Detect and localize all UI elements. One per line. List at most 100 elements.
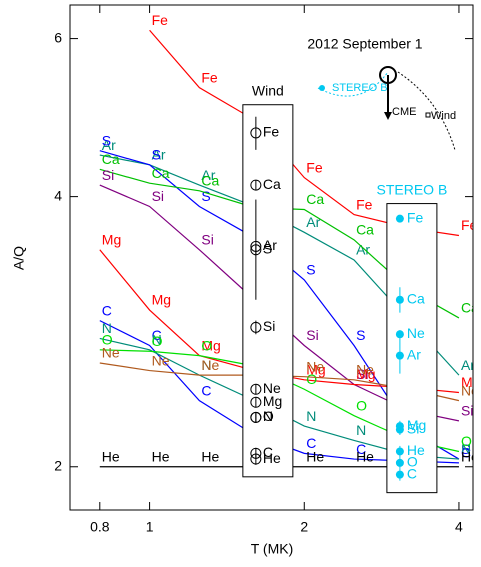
series-label: Ca <box>201 173 219 189</box>
series-label: He <box>152 448 170 464</box>
data-point <box>250 453 262 465</box>
series-label: Ca <box>102 151 120 167</box>
data-point <box>250 244 262 256</box>
y-axis-label: A/Q <box>11 246 27 270</box>
series-label: Ar <box>306 214 320 230</box>
series-label: C <box>201 382 211 398</box>
series-label: C <box>152 327 162 343</box>
data-point <box>395 330 404 339</box>
series-label: O <box>306 371 317 387</box>
series-label: S <box>152 147 161 163</box>
series-label: N <box>356 422 366 438</box>
data-point <box>395 447 404 456</box>
x-axis-label: T (MK) <box>251 541 294 557</box>
point-label: S <box>263 240 272 256</box>
series-label: O <box>201 337 212 353</box>
x-tick-label: 0.8 <box>90 519 110 535</box>
series-label: Ca <box>152 165 170 181</box>
point-label: C <box>407 465 417 481</box>
series-label: N <box>201 357 211 373</box>
series-label: Ne <box>461 382 479 398</box>
inset-cme-label: CME <box>392 106 416 118</box>
plot-frame <box>69 4 474 511</box>
y-tick-label: 6 <box>54 29 62 45</box>
series-label: Mg <box>306 361 325 377</box>
x-tick-label: 4 <box>455 519 463 535</box>
series-label: Si <box>306 327 318 343</box>
series-label: Fe <box>306 159 323 175</box>
cme-arrowhead <box>384 112 392 120</box>
data-point <box>250 179 262 191</box>
point-label: Si <box>263 318 275 334</box>
series-label: C <box>461 445 471 461</box>
series-label: Mg <box>201 337 220 353</box>
inset-title: 2012 September 1 <box>307 36 422 52</box>
obs-title: Wind <box>252 82 284 98</box>
series-label: Mg <box>356 366 375 382</box>
point-label: Ar <box>407 346 421 362</box>
point-label: Mg <box>263 393 282 409</box>
point-label: Ca <box>407 290 425 306</box>
series-label: Si <box>201 231 213 247</box>
series-label: O <box>356 397 367 413</box>
series-label: Ne <box>306 358 324 374</box>
x-tick-label: 1 <box>146 519 154 535</box>
data-point <box>395 295 404 304</box>
series-label: Ar <box>152 147 166 163</box>
series-label: Fe <box>201 69 218 85</box>
data-point <box>395 425 404 434</box>
x-tick-label: 2 <box>300 519 308 535</box>
series-label: Si <box>461 403 473 419</box>
series-label: C <box>356 441 366 457</box>
point-label: Ar <box>263 237 277 253</box>
data-point <box>395 351 404 360</box>
series-label: Ar <box>201 167 215 183</box>
series-label: Fe <box>461 217 478 233</box>
series-label: Ne <box>102 345 120 361</box>
inset-stereo-label: STEREO B <box>332 82 388 94</box>
point-label: C <box>263 444 273 460</box>
series-label: Si <box>102 167 114 183</box>
point-label: He <box>263 450 281 466</box>
series-label: O <box>461 433 472 449</box>
data-point <box>250 383 262 395</box>
series-label: He <box>356 448 374 464</box>
series-label: Mg <box>461 374 480 390</box>
series-label: S <box>102 132 111 148</box>
series-label: Mg <box>102 231 121 247</box>
series-label: Ca <box>461 300 479 316</box>
series-label: C <box>306 435 316 451</box>
series-label: He <box>201 448 219 464</box>
data-point <box>250 396 262 408</box>
stereo-dot <box>319 85 325 91</box>
series-label: S <box>201 188 210 204</box>
y-tick-label: 4 <box>54 187 62 203</box>
series-label: N <box>306 408 316 424</box>
y-tick-label: 2 <box>54 457 62 473</box>
series-label: N <box>461 441 471 457</box>
series-label: Ne <box>152 352 170 368</box>
point-label: O <box>407 454 418 470</box>
series-label: N <box>102 320 112 336</box>
point-label: Ca <box>263 176 281 192</box>
point-label: He <box>407 442 425 458</box>
series-label: O <box>102 332 113 348</box>
series-label: He <box>306 448 324 464</box>
series-label: Ar <box>102 137 116 153</box>
wind-orbit <box>397 71 456 151</box>
data-point <box>250 321 262 333</box>
obs-title: STEREO B <box>376 181 447 197</box>
data-point <box>250 127 262 139</box>
obs-box <box>386 203 438 494</box>
series-label: He <box>102 448 120 464</box>
series-label: S <box>306 262 315 278</box>
series-label: Ca <box>356 222 374 238</box>
series-label: O <box>152 333 163 349</box>
inset-wind-label: Wind <box>431 110 456 122</box>
series-label: N <box>152 332 162 348</box>
data-point <box>250 411 262 423</box>
stereo-orbit <box>317 71 389 97</box>
point-label: Fe <box>407 209 424 225</box>
point-label: Ne <box>263 380 281 396</box>
